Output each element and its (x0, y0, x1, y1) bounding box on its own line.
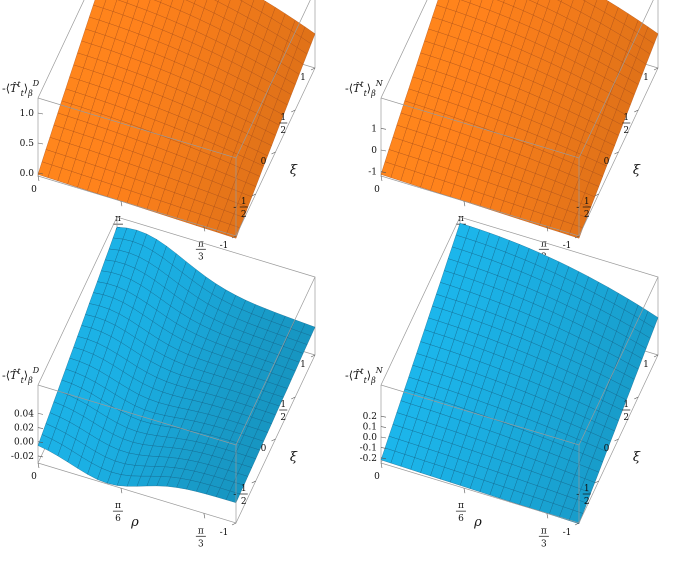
y-tick-label: -1 (563, 241, 572, 251)
z-axis-label: -⟨T̂tt⟩βD (2, 366, 40, 385)
y-tick-label: 0 (604, 157, 610, 167)
surface-plot-top-right: 10-10π6π3ρ1120-12-1ξ-⟨T̂tt⟩βN (345, 0, 659, 262)
y-tick-label: 0 (604, 444, 610, 454)
y-tick-label: 1 (584, 484, 590, 494)
surface-plot-top-left: 1.00.50.00π6π3ρ1120-12-1ξ-⟨T̂tt⟩βD (2, 0, 316, 262)
z-axis-label: -⟨T̂tt⟩βD (2, 79, 40, 98)
z-tick-label: 0.0 (363, 433, 378, 443)
z-tick-label: 0.2 (363, 412, 377, 422)
z-axis-ticks: 0.20.10.0-0.1-0.2 (360, 412, 387, 464)
y-tick-label: 2 (584, 210, 590, 220)
y-tick-label: 2 (241, 497, 247, 507)
y-tick-label: -1 (220, 241, 229, 251)
surface-plot-bottom-right: 0.20.10.0-0.1-0.20π6π3ρ1120-12-1ξ-⟨T̂tt⟩… (345, 216, 659, 549)
x-tick-label: 0 (31, 472, 37, 482)
y-axis-label: ξ (633, 163, 641, 178)
y-tick-label: 1 (300, 360, 306, 370)
y-axis-label: ξ (633, 450, 641, 465)
z-tick-label: 0.04 (14, 409, 34, 419)
y-tick-label: 1 (643, 360, 649, 370)
z-tick-label: -0.1 (360, 443, 377, 453)
x-tick-label: 3 (198, 252, 204, 262)
y-tick-label: - (233, 203, 236, 213)
y-tick-label: - (576, 490, 579, 500)
y-tick-label: 1 (623, 400, 629, 410)
z-tick-label: 0.0 (20, 169, 35, 179)
x-tick-label: π (541, 239, 547, 249)
z-axis-label: -⟨T̂tt⟩βN (345, 366, 384, 385)
y-tick-label: 2 (584, 497, 590, 507)
y-tick-label: 2 (623, 126, 629, 136)
x-tick-label: π (198, 239, 204, 249)
z-tick-label: -0.2 (360, 454, 377, 464)
x-tick-label: π (198, 526, 204, 536)
z-tick-label: 0.1 (363, 423, 377, 433)
surface-mesh (380, 222, 659, 525)
x-tick-label: 0 (374, 185, 380, 195)
z-axis-ticks: 1.0 0.5 0.0 (20, 109, 44, 179)
y-tick-label: 1 (623, 113, 629, 123)
y-tick-label: 0 (261, 444, 267, 454)
z-tick-label: -0.02 (11, 452, 34, 462)
y-tick-label: - (233, 490, 236, 500)
z-tick-label: 0.5 (20, 139, 35, 149)
y-tick-label: 1 (241, 197, 247, 207)
x-tick-label: 0 (31, 185, 37, 195)
y-tick-label: 2 (280, 126, 286, 136)
y-tick-label: - (576, 203, 579, 213)
y-tick-label: 1 (241, 484, 247, 494)
z-axis-ticks: 0.04 0.02 0.00 -0.02 (11, 409, 44, 462)
z-axis-label: -⟨T̂tt⟩βN (345, 79, 384, 98)
x-tick-label: 6 (458, 514, 464, 524)
y-tick-label: 1 (280, 113, 286, 123)
y-axis-label: ξ (290, 163, 298, 178)
y-tick-label: 1 (300, 73, 306, 83)
surface-mesh (380, 0, 659, 239)
y-tick-label: -1 (220, 528, 229, 538)
x-tick-label: 3 (541, 539, 547, 549)
x-tick-label: 3 (198, 539, 204, 549)
surface-mesh (37, 0, 316, 239)
z-tick-label: 0.02 (14, 424, 34, 434)
y-tick-label: 1 (280, 400, 286, 410)
x-tick-label: π (115, 501, 121, 511)
z-tick-label: -1 (368, 168, 377, 178)
y-axis-label: ξ (290, 450, 298, 465)
x-tick-label: π (115, 214, 121, 224)
x-axis-label: ρ (130, 515, 139, 530)
z-tick-label: 1.0 (20, 109, 35, 119)
z-tick-label: 1 (371, 124, 377, 134)
x-tick-label: 0 (374, 472, 380, 482)
x-tick-label: π (541, 526, 547, 536)
z-tick-label: 0.00 (14, 438, 34, 448)
y-tick-label: 1 (643, 73, 649, 83)
x-tick-label: π (458, 501, 464, 511)
x-axis-ticks: 0 π 6 π 3 (374, 462, 549, 549)
x-axis-label: ρ (473, 515, 482, 530)
y-tick-label: 2 (623, 413, 629, 423)
y-tick-label: -1 (563, 528, 572, 538)
x-tick-label: 6 (115, 514, 121, 524)
y-tick-label: 1 (584, 197, 590, 207)
z-axis-ticks: 1 0 -1 (368, 124, 387, 178)
y-tick-label: 2 (241, 210, 247, 220)
x-axis-ticks: 0 π 6 π 3 (31, 462, 206, 549)
surface-mesh (37, 226, 316, 503)
y-tick-label: 0 (261, 157, 267, 167)
surface-plot-bottom-left: 0.040.020.00-0.020π6π3ρ1120-12-1ξ-⟨T̂tt⟩… (2, 216, 316, 549)
x-tick-label: π (458, 214, 464, 224)
z-tick-label: 0 (371, 146, 377, 156)
y-tick-label: 2 (280, 413, 286, 423)
